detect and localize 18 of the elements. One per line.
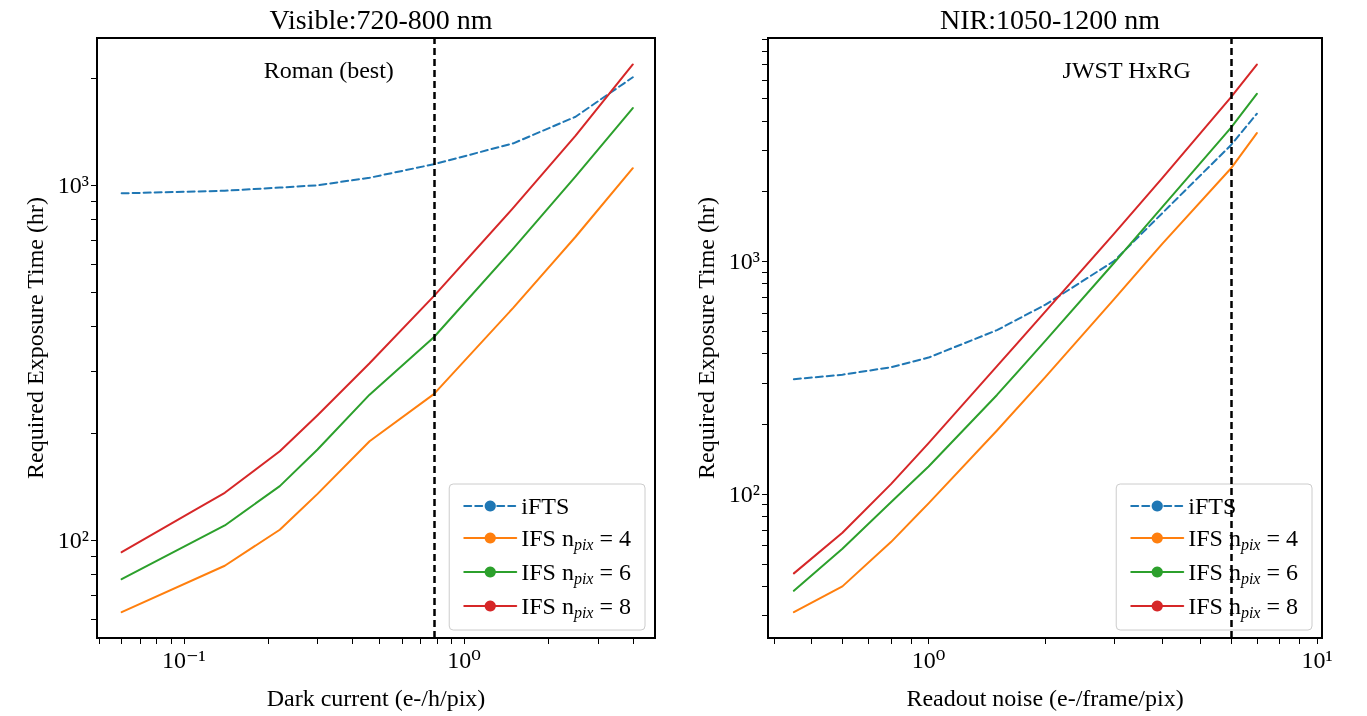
y-axis-title: Required Exposure Time (hr) (21, 197, 48, 479)
x-axis-title: Readout noise (e-/frame/pix) (906, 685, 1184, 711)
y-tick-label: 10³ (728, 248, 760, 275)
ref-line-label: JWST HxRG (1062, 57, 1191, 83)
chart-title: NIR:1050-1200 nm (939, 3, 1161, 35)
x-tick-label: 10⁰ (447, 647, 481, 673)
y-tick-label: 10² (57, 527, 89, 554)
y-tick-label: 10² (728, 480, 760, 507)
x-axis-title: Dark current (e-/h/pix) (266, 685, 486, 711)
y-tick-label: 10³ (57, 172, 89, 199)
chart-title: Visible:720-800 nm (269, 3, 493, 35)
ref-line-label: Roman (best) (263, 57, 394, 83)
legend-label: iFTS (1188, 493, 1237, 519)
x-tick-label: 10¹ (1301, 647, 1333, 673)
x-tick-label: 10⁻¹ (161, 647, 206, 673)
legend-label: iFTS (521, 493, 570, 519)
y-axis-title: Required Exposure Time (hr) (692, 197, 719, 479)
x-tick-label: 10⁰ (911, 647, 946, 673)
